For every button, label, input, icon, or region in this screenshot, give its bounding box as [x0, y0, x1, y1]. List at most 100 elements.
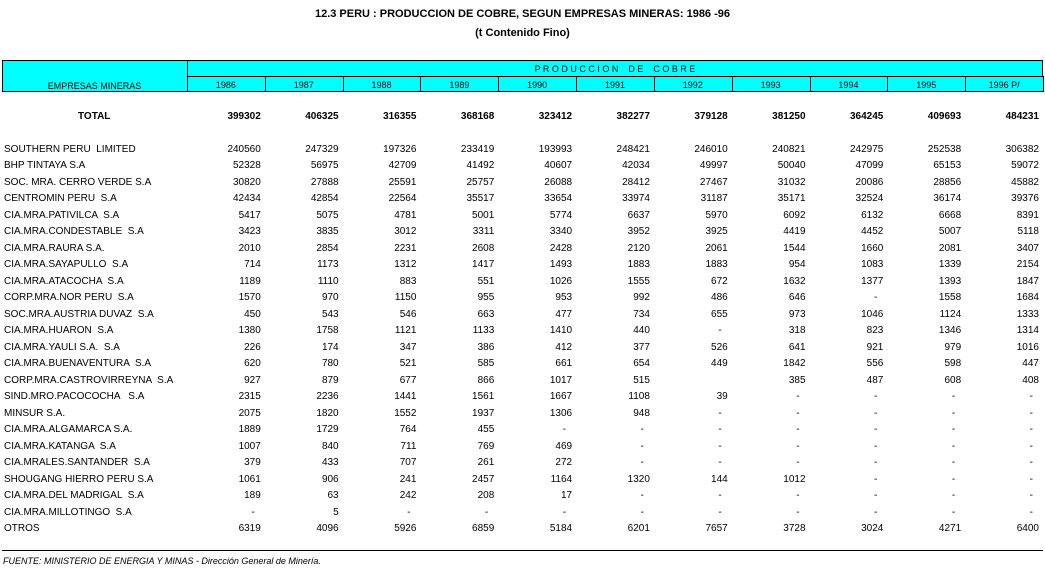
- cell: 59072: [1011, 160, 1039, 172]
- cell: 3835: [316, 226, 339, 238]
- cell: -: [951, 473, 956, 485]
- cell: 5: [333, 506, 339, 518]
- cell: -: [1029, 407, 1033, 419]
- cell: 484231: [1005, 111, 1039, 122]
- cell: 50040: [777, 160, 806, 172]
- cell: -: [484, 506, 489, 518]
- cell: 1684: [1016, 292, 1039, 304]
- cell: 323412: [538, 111, 573, 122]
- cell: 663: [477, 308, 495, 320]
- cell: 28856: [933, 176, 962, 188]
- cell: 2608: [472, 242, 495, 254]
- cell: 2154: [1016, 259, 1039, 271]
- cell: 556: [866, 358, 884, 370]
- cell: 379: [244, 457, 261, 469]
- cell: -: [718, 457, 722, 469]
- cell: 455: [477, 424, 495, 436]
- cell: 840: [321, 440, 339, 452]
- cell: -: [874, 473, 878, 485]
- column-header: 1996 P/: [988, 80, 1020, 90]
- cell: 382277: [616, 111, 650, 122]
- cell: 6668: [938, 209, 962, 221]
- row-label: SOC. MRA. CERRO VERDE S.A: [4, 176, 152, 188]
- cell: -: [1029, 457, 1033, 469]
- cell: 1164: [550, 473, 573, 485]
- cell: 992: [633, 292, 650, 304]
- cell: 646: [788, 292, 806, 304]
- row-label: SHOUGANG HIERRO PERU S.A: [4, 473, 154, 485]
- cell: 189: [244, 490, 261, 502]
- cell: 233419: [460, 144, 495, 155]
- cell: 2075: [238, 407, 261, 419]
- cell: 193993: [538, 144, 573, 155]
- cell: 1820: [316, 407, 339, 419]
- cell: -: [640, 506, 644, 518]
- cell: 347: [399, 341, 417, 353]
- row-label: CIA.MRA.ALGAMARCA S.A.: [4, 424, 133, 436]
- cell: 2120: [627, 242, 650, 254]
- cell: 2428: [549, 242, 573, 254]
- cell: 1555: [627, 275, 650, 287]
- cell: 1046: [861, 308, 884, 320]
- cell: 440: [633, 325, 650, 337]
- cell: 28412: [622, 176, 650, 188]
- cell: 1061: [238, 473, 261, 485]
- cell: -: [951, 490, 956, 502]
- cell: 2854: [316, 242, 339, 254]
- cell: 240560: [227, 144, 261, 155]
- cell: 377: [633, 341, 650, 353]
- cell: 41492: [466, 160, 495, 172]
- cell: 4096: [316, 523, 339, 535]
- cell: 1110: [317, 275, 339, 287]
- cell: 306382: [1005, 144, 1039, 155]
- cell: 4271: [938, 523, 962, 535]
- cell: 39376: [1011, 193, 1039, 205]
- row-label: TOTAL: [78, 111, 111, 122]
- cell: 1312: [394, 259, 417, 271]
- cell: 42709: [388, 160, 417, 172]
- column-header: 1991: [604, 80, 625, 90]
- cell: -: [562, 506, 567, 518]
- row-label: CORP.MRA.NOR PERU S.A: [4, 292, 134, 304]
- cell: 36174: [933, 193, 962, 205]
- cell: 5001: [472, 209, 495, 221]
- cell: 654: [633, 358, 650, 370]
- cell: 25591: [388, 176, 417, 188]
- cell: 4419: [783, 226, 806, 238]
- cell: 144: [711, 473, 728, 485]
- cell: 953: [555, 292, 573, 304]
- cell: -: [796, 457, 800, 469]
- cell: 35171: [777, 193, 806, 205]
- footer-rule: [2, 550, 1043, 551]
- cell: 5007: [938, 226, 962, 238]
- column-header: 1987: [293, 80, 314, 90]
- cell: 1189: [239, 275, 261, 287]
- cell: 197326: [383, 144, 417, 155]
- cell: 52328: [233, 160, 261, 172]
- cell: -: [874, 407, 878, 419]
- cell: -: [1029, 391, 1033, 403]
- cell: 906: [321, 473, 339, 485]
- cell: 5417: [238, 209, 261, 221]
- cell: 2236: [316, 391, 339, 403]
- row-label: CIA.MRA.MILLOTINGO S.A: [4, 506, 132, 518]
- cell: 2061: [705, 242, 728, 254]
- cell: 242975: [849, 144, 884, 155]
- cell: 1660: [861, 242, 884, 254]
- cell: 1544: [783, 242, 806, 254]
- year-cell: [965, 76, 1044, 92]
- cell: 1314: [1016, 325, 1039, 337]
- cell: 33974: [622, 193, 650, 205]
- cell: 469: [555, 440, 573, 452]
- cell: 4781: [394, 209, 417, 221]
- cell: -: [796, 407, 800, 419]
- cell: 2010: [238, 242, 261, 254]
- cell: -: [796, 391, 800, 403]
- cell: 921: [866, 341, 884, 353]
- cell: 3423: [238, 226, 261, 238]
- column-header: 1992: [682, 80, 703, 90]
- cell: 1017: [549, 374, 573, 386]
- cell: 22564: [388, 193, 417, 205]
- cell: 641: [788, 341, 806, 353]
- cell: -: [874, 457, 878, 469]
